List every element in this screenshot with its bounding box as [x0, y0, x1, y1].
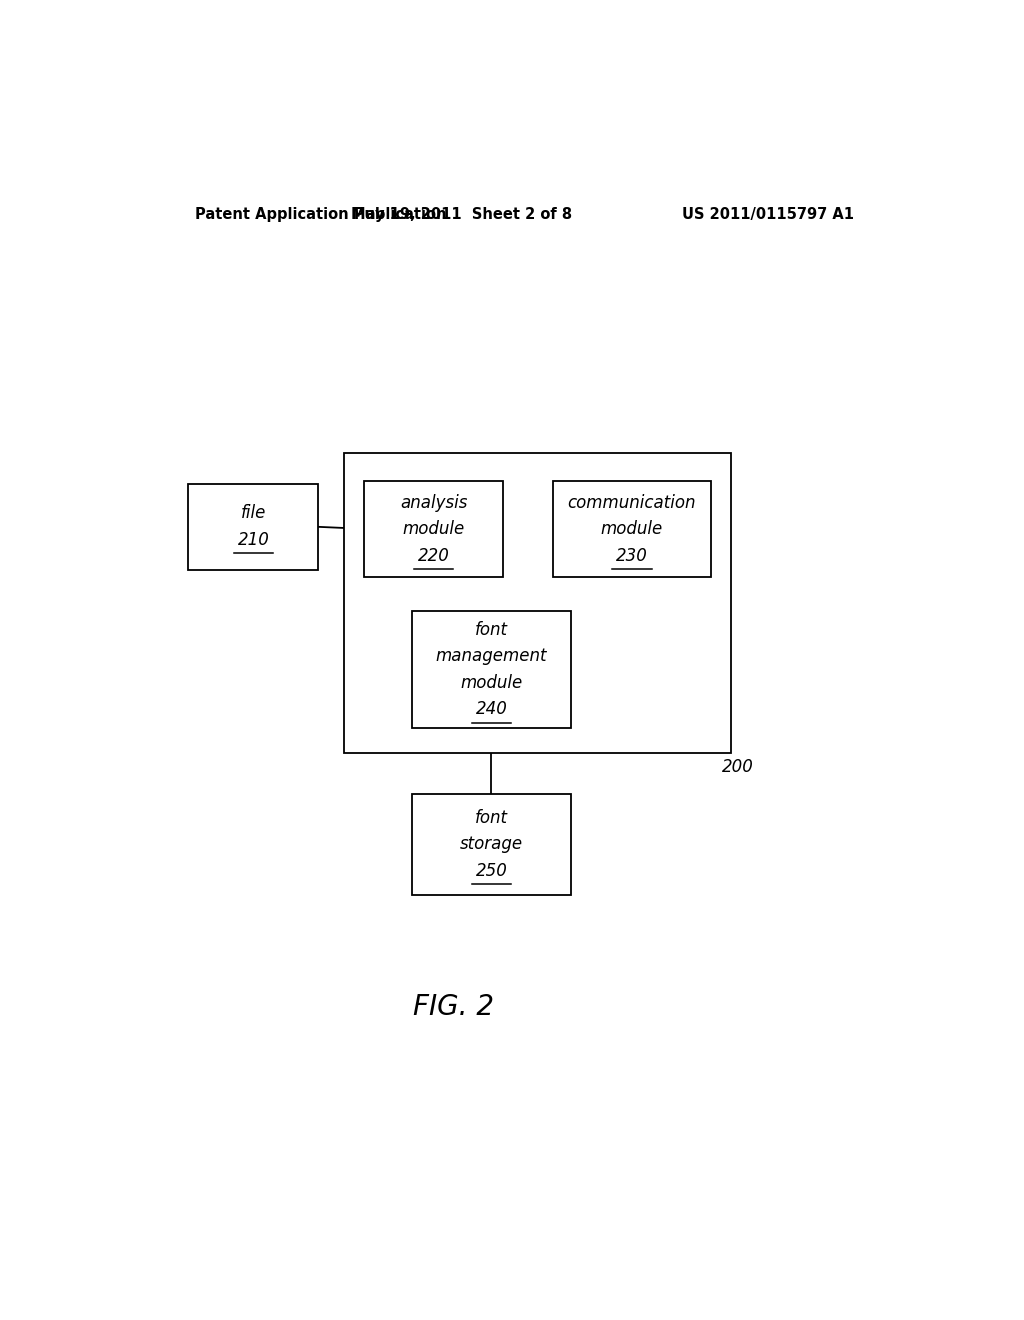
Text: management: management — [436, 647, 547, 665]
Text: module: module — [402, 520, 465, 539]
Text: May 19, 2011  Sheet 2 of 8: May 19, 2011 Sheet 2 of 8 — [351, 207, 571, 222]
Bar — [187, 483, 318, 570]
Text: module: module — [601, 520, 664, 539]
Text: FIG. 2: FIG. 2 — [413, 993, 494, 1022]
Bar — [365, 480, 504, 577]
Text: 250: 250 — [475, 862, 508, 880]
Text: US 2011/0115797 A1: US 2011/0115797 A1 — [682, 207, 854, 222]
Text: 230: 230 — [616, 546, 648, 565]
Text: storage: storage — [460, 836, 523, 854]
Text: font: font — [475, 809, 508, 828]
Text: analysis: analysis — [399, 494, 467, 512]
Bar — [553, 480, 712, 577]
Text: font: font — [475, 620, 508, 639]
Text: module: module — [461, 675, 522, 692]
Text: 240: 240 — [475, 701, 508, 718]
Text: file: file — [241, 504, 266, 523]
Bar — [412, 793, 570, 895]
Bar — [412, 611, 570, 727]
Bar — [344, 453, 731, 752]
Text: Patent Application Publication: Patent Application Publication — [196, 207, 446, 222]
Text: 200: 200 — [722, 758, 754, 776]
Text: communication: communication — [567, 494, 696, 512]
Text: 220: 220 — [418, 546, 450, 565]
Text: 210: 210 — [238, 531, 269, 549]
